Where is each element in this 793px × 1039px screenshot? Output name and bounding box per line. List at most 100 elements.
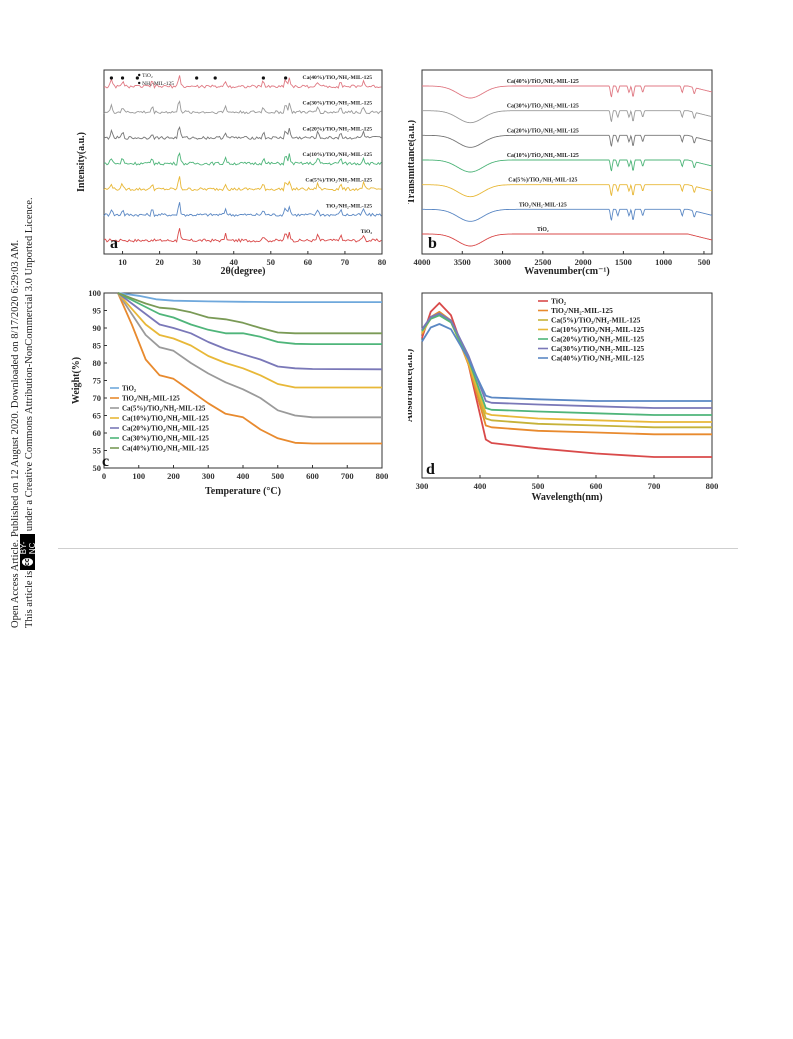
series-label: Ca(30%)/TiO₂/NH₂-MIL-125 [303,100,373,107]
ftir-series-line [422,183,713,198]
section-divider [58,548,738,549]
uvvis-series-line [421,314,712,416]
y-tick-label: 90 [93,323,102,333]
legend-item: TiO₂ [551,297,567,306]
peak-marker [284,76,288,80]
series-label: Ca(5%)/TiO₂/NH₂-MIL-125 [508,177,577,184]
x-tick-label: 400 [474,481,487,491]
y-tick-label: 100 [88,288,101,298]
peak-marker [120,76,125,80]
panel-a-xrd: 10 20 30 40 50 60 70 80 2θ(degree) Intensity(a.u.… [76,69,387,277]
x-tick-label: 600 [590,481,603,491]
panel-letter: d [426,461,435,478]
series-label: TiO₂/NH₂-MIL-125 [519,202,567,208]
series-label: Ca(40%)/TiO₂/NH₂-MIL-125 [303,74,373,81]
panel-letter: c [102,453,109,470]
uvvis-series-line [421,302,712,458]
plot-frame [103,69,383,255]
x-tick-label: 2000 [575,257,592,267]
xrd-series-line [103,202,382,218]
tga-series-line [117,292,382,389]
uvvis-series-line [421,312,712,409]
xrd-series-line [103,100,382,115]
xrd-series-line [103,176,382,192]
y-tick-label: 75 [93,376,102,386]
x-tick-label: 500 [271,471,284,481]
series-label: TiO₂ [361,229,373,235]
y-axis-label: Intensity(a.u.) [76,132,87,192]
legend-marker-icon [138,81,141,85]
y-axis-label: Weight(%) [71,357,82,404]
series-label: Ca(20%)/TiO₂/NH₂-MIL-125 [303,125,373,132]
xrd-series-line [103,126,382,141]
legend-item: Ca(10%)/TiO₂/NH₂-MIL-125 [122,415,209,423]
x-axis-label: Wavenumber(cm⁻¹) [524,266,609,277]
uvvis-series-line [421,310,712,436]
peak-marker [261,76,265,80]
ftir-series-line [422,159,713,173]
tga-series-line [117,292,382,303]
legend-item: TiO₂/NH₂-MIL-125 [551,306,613,315]
legend-item: Ca(5%)/TiO₂/NH₂-MIL-125 [551,316,641,325]
legend-marker-label: TiO₂ [142,73,153,79]
cc-license-badge[interactable]: cc BY-NC [18,534,37,570]
x-tick-label: 3000 [494,257,511,267]
x-tick-label: 0 [102,471,106,481]
peak-marker [195,76,199,80]
ftir-series-line [422,85,713,99]
x-tick-label: 800 [376,471,389,481]
panel-letter: b [428,235,437,252]
panel-c-tga: 0 100 200 300 400 500 600 700 800 50 55 60 65 70 75 80 8… [71,288,389,497]
legend-item: Ca(20%)/TiO₂/NH₂-MIL-125 [551,335,644,344]
panel-b-ftir: 4000 3500 3000 2500 2000 1500 1000 500 Wavenumbe… [408,69,713,277]
tga-series-line [117,292,383,371]
series-label: Ca(20%)/TiO₂/NH₂-MIL-125 [507,127,579,134]
y-axis-label: Transmittance(a.u.) [408,120,417,204]
x-tick-label: 10 [118,257,127,267]
plot-frame [421,292,713,479]
tga-series-line [117,292,382,335]
x-tick-label: 100 [132,471,145,481]
x-tick-label: 600 [306,471,319,481]
panel-letter: a [110,235,118,252]
legend-item: Ca(5%)/TiO₂/NH₂-MIL-125 [122,405,206,413]
x-tick-label: 80 [378,257,387,267]
tga-series-line [117,292,382,445]
x-tick-label: 30 [192,257,201,267]
cc-badge-text: BY-NC [18,541,37,555]
series-label: Ca(10%)/TiO₂/NH₂-MIL-125 [303,151,373,158]
x-axis-label: 2θ(degree) [220,266,265,277]
article-sidebar: Open Access Article. Published on 12 Aug… [0,0,44,680]
peak-marker [213,76,217,80]
legend-item: Ca(20%)/TiO₂/NH₂-MIL-125 [122,425,209,433]
ftir-series-line [422,233,713,247]
y-tick-label: 80 [93,358,102,368]
series-label: TiO₂ [537,227,549,233]
x-tick-label: 300 [416,481,429,491]
y-tick-label: 65 [93,411,102,421]
ftir-series-line [422,134,713,148]
legend-item: Ca(30%)/TiO₂/NH₂-MIL-125 [122,435,209,443]
legend-item: Ca(40%)/TiO₂/NH₂-MIL-125 [122,445,209,453]
x-tick-label: 500 [698,257,711,267]
x-tick-label: 700 [648,481,661,491]
x-tick-label: 20 [155,257,164,267]
x-tick-label: 1000 [655,257,672,267]
y-tick-label: 70 [93,393,102,403]
plot-frame [421,69,713,255]
y-axis-label: Absorbance(a.u.) [408,349,415,422]
legend-marker-icon [138,73,141,77]
x-tick-label: 500 [532,481,545,491]
y-tick-label: 95 [93,306,102,316]
peak-marker [135,76,139,80]
series-label: Ca(5%)/TiO₂/NH₂-MIL-125 [305,177,372,184]
legend-item: Ca(30%)/TiO₂/NH₂-MIL-125 [551,344,644,353]
xrd-series-line [103,75,382,90]
legend-item: Ca(40%)/TiO₂/NH₂-MIL-125 [551,354,644,363]
y-tick-label: 85 [93,341,102,351]
legend-item: TiO₂/NH₂-MIL-125 [122,395,180,403]
x-tick-label: 70 [341,257,350,267]
x-tick-label: 60 [304,257,313,267]
xrd-series-line [103,151,382,166]
series-label: Ca(10%)/TiO₂/NH₂-MIL-125 [507,152,579,159]
